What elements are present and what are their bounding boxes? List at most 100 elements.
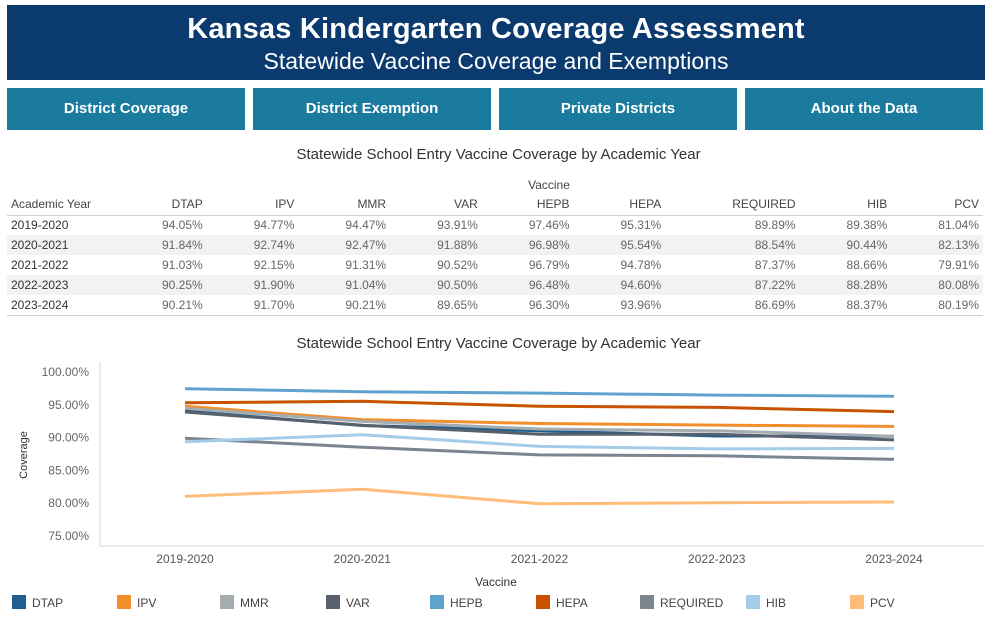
- table-cell: 97.46%: [528, 218, 570, 233]
- table-row: 2019-2020 94.05% 94.77% 94.47% 93.91% 97.46% 9…: [7, 215, 983, 235]
- y-axis-label: Coverage: [18, 431, 30, 479]
- legend-item-hib[interactable]: HIB: [746, 594, 786, 612]
- column-header: REQUIRED: [665, 194, 800, 216]
- row-year: 2020-2021: [7, 235, 115, 255]
- table-cell: 94.05%: [162, 218, 203, 233]
- legend-swatch: [536, 595, 550, 609]
- row-year: 2022-2023: [7, 275, 115, 295]
- table-cell: 90.52%: [437, 258, 478, 272]
- table-cell: 96.98%: [481, 235, 574, 255]
- legend-item-ipv[interactable]: IPV: [117, 594, 156, 612]
- y-tick-label: 95.00%: [48, 398, 89, 412]
- table-row: 2023-2024 90.21% 91.70% 90.21% 89.65% 96.30% 9…: [7, 295, 983, 316]
- table-cell: 91.31%: [345, 258, 387, 272]
- table-cell: 94.77%: [253, 218, 295, 233]
- table-cell: 89.89%: [754, 218, 796, 233]
- series-line-hib[interactable]: [184, 433, 895, 451]
- header-banner: Kansas Kindergarten Coverage Assessment …: [7, 5, 985, 80]
- legend-swatch: [746, 595, 760, 609]
- table-cell: 90.44%: [799, 235, 892, 255]
- table-cell: 91.04%: [298, 275, 391, 295]
- table-cell: 87.22%: [665, 275, 800, 295]
- y-tick-label: 75.00%: [48, 529, 89, 543]
- legend-swatch: [12, 595, 26, 609]
- legend-item-dtap[interactable]: DTAP: [12, 594, 63, 612]
- about-the-data-button[interactable]: About the Data: [745, 88, 983, 130]
- legend-swatch: [640, 595, 654, 609]
- legend-swatch: [326, 595, 340, 609]
- legend-item-hepb[interactable]: HEPB: [430, 594, 483, 612]
- y-tick-label: 90.00%: [48, 431, 89, 445]
- y-tick-label: 80.00%: [48, 496, 89, 510]
- legend-item-required[interactable]: REQUIRED: [640, 594, 723, 612]
- column-header: VAR: [390, 194, 482, 216]
- table-group-spacer: [7, 176, 115, 194]
- x-tick-label: 2019-2020: [156, 552, 214, 566]
- table-cell: 92.47%: [298, 235, 391, 255]
- table-cell: 91.88%: [390, 235, 482, 255]
- legend-swatch: [850, 595, 864, 609]
- table-cell: 81.04%: [938, 218, 979, 233]
- table-cell: 89.65%: [390, 295, 482, 316]
- series-line-mmr[interactable]: [184, 406, 895, 438]
- series-line-pcv[interactable]: [184, 487, 895, 506]
- nav-bar: District Coverage District Exemption Pri…: [7, 88, 985, 130]
- y-tick-label: 100.00%: [42, 365, 90, 379]
- table-cell: 80.08%: [891, 275, 983, 295]
- row-year: 2023-2024: [7, 295, 115, 316]
- district-exemption-button[interactable]: District Exemption: [253, 88, 491, 130]
- table-cell: 94.60%: [573, 275, 666, 295]
- legend-item-hepa[interactable]: HEPA: [536, 594, 588, 612]
- table-cell: 91.70%: [206, 295, 299, 316]
- series-line-var[interactable]: [184, 410, 895, 442]
- coverage-line-chart: 100.00% 95.00% 90.00% 85.00% 80.00% 75.00% 20…: [18, 362, 985, 589]
- x-tick-label: 2021-2022: [511, 552, 569, 566]
- column-header: HEPB: [481, 194, 574, 216]
- private-districts-button[interactable]: Private Districts: [499, 88, 737, 130]
- table-cell: 96.30%: [481, 295, 574, 316]
- legend-label: DTAP: [32, 596, 64, 610]
- table-cell: 82.13%: [891, 235, 983, 255]
- legend-label: VAR: [346, 596, 370, 610]
- legend-item-var[interactable]: VAR: [326, 594, 370, 612]
- table-cell: 88.37%: [799, 295, 892, 316]
- legend-item-pcv[interactable]: PCV: [850, 594, 895, 612]
- district-coverage-button[interactable]: District Coverage: [7, 88, 245, 130]
- page-subtitle: Statewide Vaccine Coverage and Exemption…: [263, 48, 729, 74]
- coverage-table: Vaccine Academic Year DTAP IPV MMR VAR H…: [7, 176, 983, 316]
- legend-swatch: [430, 595, 444, 609]
- series-line-hepb[interactable]: [184, 387, 895, 398]
- table-group-label: Vaccine: [528, 178, 570, 192]
- legend-item-mmr[interactable]: MMR: [220, 594, 269, 612]
- table-cell: 91.84%: [115, 235, 207, 255]
- table-cell: 93.96%: [573, 295, 666, 316]
- page-title: Kansas Kindergarten Coverage Assessment: [187, 13, 805, 45]
- table-title: Statewide School Entry Vaccine Coverage …: [296, 146, 701, 163]
- table-row: 2022-2023 90.25% 91.90% 91.04% 90.50% 96.48% 9…: [7, 275, 983, 295]
- series-line-required[interactable]: [184, 436, 895, 461]
- table-cell: 91.90%: [206, 275, 299, 295]
- table-cell: 95.31%: [620, 218, 662, 233]
- legend-label: MMR: [240, 596, 269, 610]
- table-cell: 91.03%: [162, 258, 203, 272]
- column-header: HEPA: [573, 194, 666, 216]
- table-cell: 88.66%: [846, 258, 888, 272]
- table-cell: 92.15%: [253, 258, 295, 272]
- column-header: PCV: [891, 194, 983, 216]
- table-cell: 95.54%: [573, 235, 666, 255]
- table-cell: 79.91%: [938, 258, 979, 272]
- legend-label: REQUIRED: [660, 596, 724, 610]
- table-cell: 93.91%: [437, 218, 478, 233]
- table-cell: 96.79%: [528, 258, 570, 272]
- y-tick-label: 85.00%: [48, 463, 89, 477]
- x-axis-label: Vaccine: [475, 575, 517, 589]
- series-line-hepa[interactable]: [184, 399, 895, 414]
- table-cell: 86.69%: [665, 295, 800, 316]
- table-cell: 80.19%: [891, 295, 983, 316]
- table-cell: 96.48%: [481, 275, 574, 295]
- row-year: 2019-2020: [11, 218, 69, 233]
- year-column-header: Academic Year: [7, 194, 115, 216]
- column-header: MMR: [298, 194, 391, 216]
- series-line-ipv[interactable]: [184, 404, 895, 428]
- x-tick-label: 2020-2021: [334, 552, 392, 566]
